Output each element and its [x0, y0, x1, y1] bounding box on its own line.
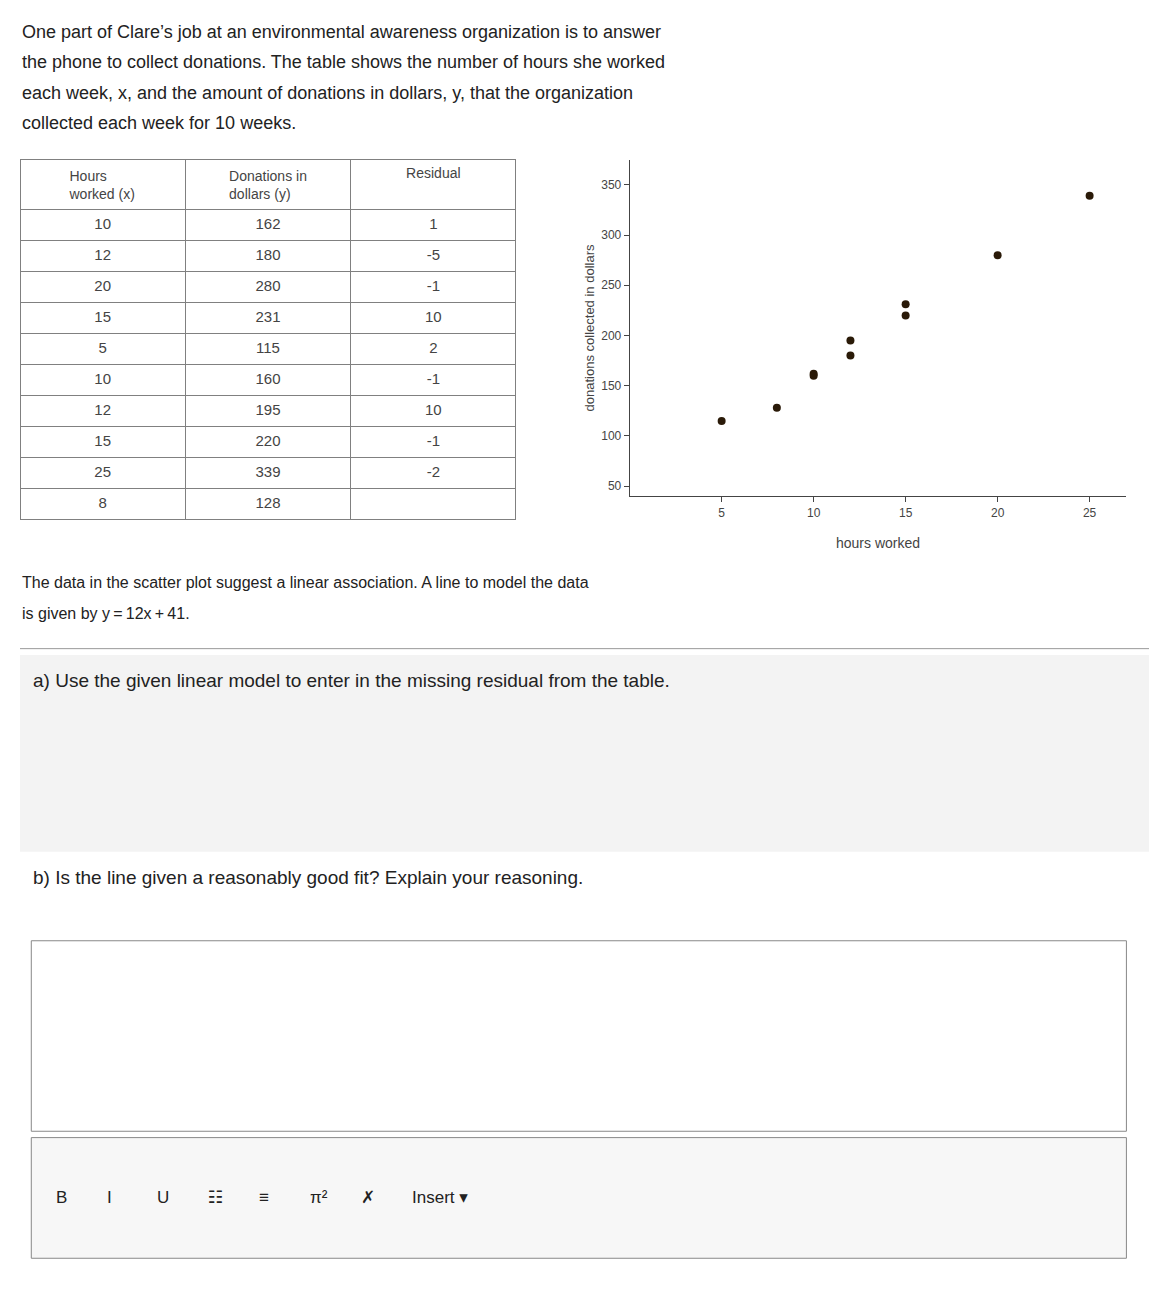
svg-text:25: 25	[1083, 506, 1097, 520]
svg-text:-2: -2	[427, 463, 440, 480]
svg-text:is given by y = 12x + 41.: is given by y = 12x + 41.	[22, 605, 190, 622]
svg-text:220: 220	[255, 432, 280, 449]
svg-text:hours worked: hours worked	[836, 535, 920, 551]
svg-text:I: I	[107, 1188, 112, 1207]
svg-text:each week, x, and the amount o: each week, x, and the amount of donation…	[22, 83, 633, 103]
svg-text:a) Use the given linear model: a) Use the given linear model to enter i…	[33, 670, 670, 691]
svg-text:donations collected in dollars: donations collected in dollars	[582, 244, 597, 411]
svg-text:20: 20	[94, 277, 111, 294]
svg-text:✗: ✗	[361, 1188, 375, 1207]
svg-text:Hoursworked (x): Hoursworked (x)	[68, 168, 134, 202]
svg-text:339: 339	[255, 463, 280, 480]
svg-text:231: 231	[255, 308, 280, 325]
svg-text:280: 280	[255, 277, 280, 294]
svg-text:128: 128	[255, 494, 280, 511]
svg-text:☷: ☷	[208, 1188, 223, 1207]
svg-text:200: 200	[601, 329, 621, 343]
svg-text:15: 15	[94, 432, 111, 449]
svg-text:Donations indollars (y): Donations indollars (y)	[229, 168, 307, 202]
svg-text:-1: -1	[427, 432, 440, 449]
svg-text:B: B	[56, 1188, 67, 1207]
svg-text:-1: -1	[427, 277, 440, 294]
svg-text:20: 20	[991, 506, 1005, 520]
svg-text:≡: ≡	[259, 1188, 269, 1207]
svg-text:U: U	[157, 1188, 169, 1207]
svg-text:the phone to collect donations: the phone to collect donations. The tabl…	[22, 52, 665, 72]
svg-text:180: 180	[255, 246, 280, 263]
svg-text:160: 160	[255, 370, 280, 387]
svg-text:-1: -1	[427, 370, 440, 387]
svg-text:350: 350	[601, 178, 621, 192]
svg-text:10: 10	[94, 370, 111, 387]
svg-text:12: 12	[94, 246, 111, 263]
svg-text:162: 162	[255, 215, 280, 232]
svg-text:2: 2	[429, 339, 437, 356]
svg-text:195: 195	[255, 401, 280, 418]
svg-text:b) Is the line given a reasona: b) Is the line given a reasonably good f…	[33, 867, 583, 888]
svg-text:1: 1	[429, 215, 437, 232]
svg-text:250: 250	[601, 278, 621, 292]
svg-text:One part of Clare’s job at an: One part of Clare’s job at an environmen…	[22, 22, 661, 42]
svg-text:15: 15	[94, 308, 111, 325]
svg-text:10: 10	[425, 308, 442, 325]
svg-text:150: 150	[601, 379, 621, 393]
svg-text:Insert ▾: Insert ▾	[412, 1188, 468, 1207]
svg-text:300: 300	[601, 228, 621, 242]
svg-text:10: 10	[94, 215, 111, 232]
svg-text:-5: -5	[427, 246, 440, 263]
svg-text:15: 15	[899, 506, 913, 520]
svg-text:5: 5	[98, 339, 106, 356]
svg-text:10: 10	[807, 506, 821, 520]
svg-text:10: 10	[425, 401, 442, 418]
svg-text:25: 25	[94, 463, 111, 480]
svg-text:100: 100	[601, 429, 621, 443]
svg-text:8: 8	[98, 494, 106, 511]
svg-text:5: 5	[718, 506, 725, 520]
svg-text:The data in the scatter plot s: The data in the scatter plot suggest a l…	[22, 574, 589, 591]
svg-text:50: 50	[608, 479, 622, 493]
svg-text:12: 12	[94, 401, 111, 418]
svg-text:Residual: Residual	[406, 165, 460, 181]
svg-text:115: 115	[256, 339, 280, 356]
svg-text:π²: π²	[310, 1188, 328, 1207]
svg-text:collected each week for 10 wee: collected each week for 10 weeks.	[22, 113, 296, 133]
